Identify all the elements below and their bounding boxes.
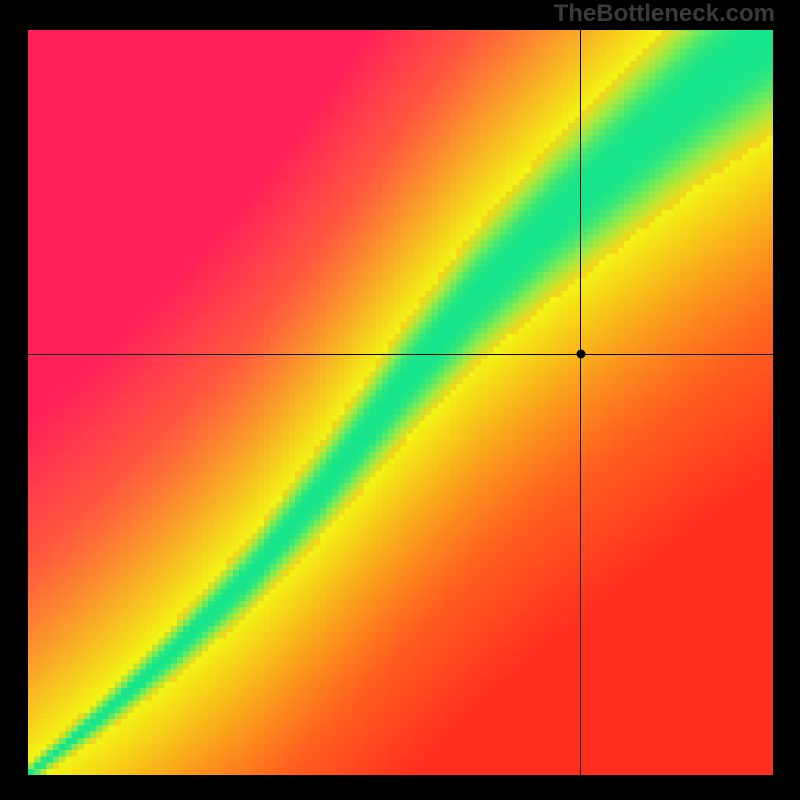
marker-point [576,350,585,359]
crosshair-vertical [580,30,581,775]
crosshair-horizontal [28,354,773,355]
watermark-text: TheBottleneck.com [554,0,775,28]
heatmap-canvas [28,30,773,775]
chart-container: TheBottleneck.com [0,0,800,800]
